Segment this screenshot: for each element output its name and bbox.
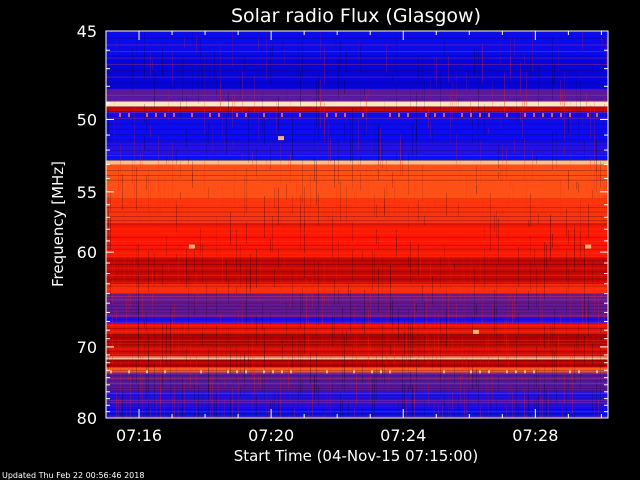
- frequency-band: [106, 89, 608, 102]
- frequency-band: [106, 346, 608, 357]
- frequency-band: [106, 372, 608, 392]
- frequency-band: [106, 367, 608, 373]
- frequency-band: [106, 160, 608, 165]
- x-tick-label: 07:20: [248, 426, 294, 445]
- spectrogram-texture: [106, 31, 607, 418]
- frequency-band: [106, 101, 608, 107]
- frequency-band: [106, 408, 608, 418]
- y-tick-label: 50: [77, 110, 97, 129]
- y-tick-label: 45: [77, 22, 97, 41]
- updated-timestamp: Updated Thu Feb 22 00:56:46 2018: [2, 471, 144, 480]
- x-tick-label: 07:24: [380, 426, 426, 445]
- frequency-band: [106, 283, 608, 294]
- frequency-band: [106, 359, 608, 368]
- frequency-band: [106, 106, 608, 112]
- x-axis: 07:16 07:20 07:24 07:28: [116, 31, 602, 445]
- channel-lines: [106, 31, 608, 417]
- frequency-band: [106, 391, 608, 409]
- x-tick-label: 07:16: [116, 426, 162, 445]
- y-tick-label: 55: [77, 183, 97, 202]
- frequency-band: [106, 356, 608, 360]
- frequency-band: [106, 334, 608, 347]
- frequency-band: [106, 111, 608, 143]
- frequency-band: [106, 223, 608, 258]
- frequency-band: [106, 154, 608, 161]
- interference-marks: [110, 113, 598, 374]
- frequency-band: [106, 257, 608, 284]
- y-tick-label: 60: [77, 243, 97, 262]
- frequency-band: [106, 31, 608, 56]
- y-axis: 45 50 55 60 70 80: [77, 22, 608, 428]
- y-tick-label: 70: [77, 338, 97, 357]
- x-tick-label: 07:28: [512, 426, 558, 445]
- frequency-band: [106, 293, 608, 317]
- frequency-band: [106, 316, 608, 324]
- y-tick-label: 80: [77, 409, 97, 428]
- x-axis-label: Start Time (04-Nov-15 07:15:00): [234, 447, 479, 465]
- plot-frame: [105, 30, 609, 419]
- chart-title: Solar radio Flux (Glasgow): [231, 5, 481, 27]
- y-axis-label: Frequency [MHz]: [49, 161, 67, 287]
- frequency-band: [106, 198, 608, 224]
- spectrogram-plot: [106, 31, 608, 418]
- frequency-band: [106, 55, 608, 90]
- frequency-band: [106, 323, 608, 335]
- frequency-band: [106, 142, 608, 155]
- frequency-band: [106, 164, 608, 199]
